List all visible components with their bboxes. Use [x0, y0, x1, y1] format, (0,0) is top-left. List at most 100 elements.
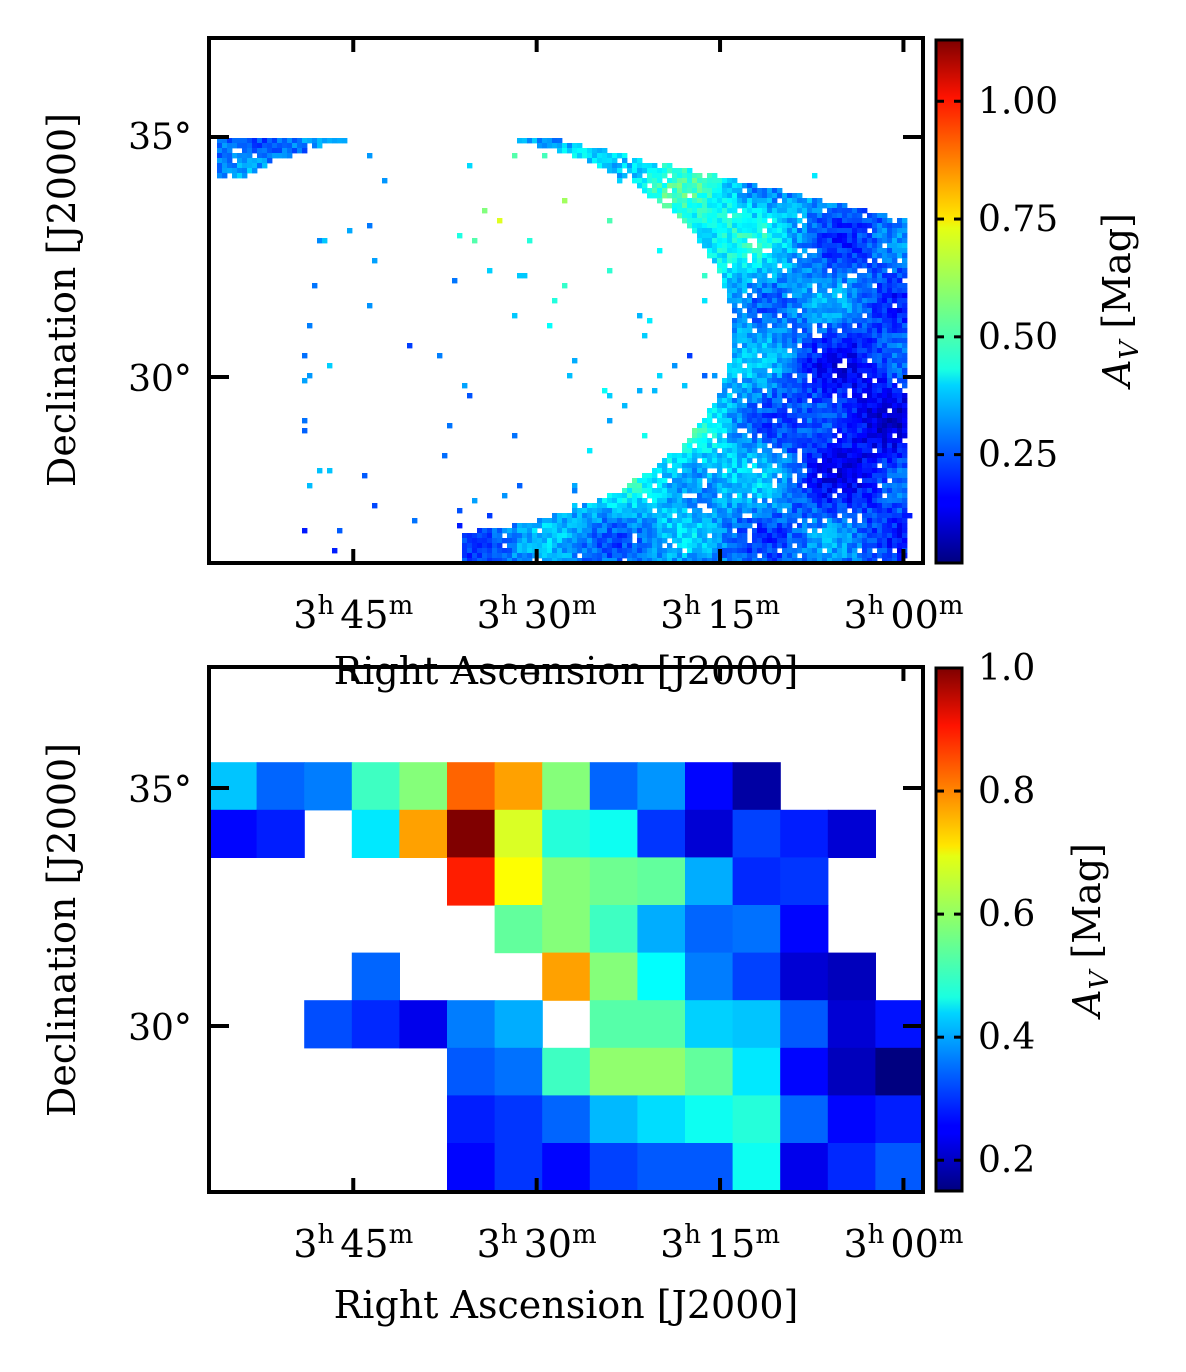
heatmap-pixel	[612, 498, 618, 504]
heatmap-pixel	[882, 233, 888, 239]
heatmap-pixel	[822, 313, 828, 319]
heatmap-pixel	[722, 428, 728, 434]
heatmap-pixel	[872, 558, 878, 564]
heatmap-pixel	[807, 533, 813, 539]
heatmap-pixel	[832, 513, 838, 519]
heatmap-pixel	[727, 393, 733, 399]
heatmap-pixel	[697, 178, 703, 184]
heatmap-pixel	[732, 208, 738, 214]
heatmap-pixel	[652, 188, 658, 194]
heatmap-pixel	[847, 308, 853, 314]
heatmap-pixel	[552, 523, 558, 529]
heatmap-pixel	[842, 288, 848, 294]
heatmap-pixel	[887, 468, 893, 474]
heatmap-pixel	[797, 543, 803, 549]
heatmap-pixel	[892, 258, 898, 264]
heatmap-pixel	[477, 553, 483, 559]
heatmap-pixel	[687, 488, 693, 494]
heatmap-pixel	[862, 513, 868, 519]
heatmap-pixel	[777, 193, 783, 199]
heatmap-pixel	[892, 283, 898, 289]
heatmap-pixel	[632, 173, 638, 179]
heatmap-pixel	[687, 553, 693, 559]
heatmap-pixel	[642, 508, 648, 514]
heatmap-pixel	[742, 333, 748, 339]
heatmap-pixel	[877, 213, 883, 219]
heatmap-pixel	[852, 463, 858, 469]
heatmap-pixel	[642, 163, 648, 169]
top-y-tick-label-35: 35°	[128, 117, 192, 158]
heatmap-pixel	[812, 498, 818, 504]
heatmap-pixel	[827, 318, 833, 324]
heatmap-pixel	[772, 488, 778, 494]
heatmap-pixel	[382, 178, 388, 184]
heatmap-pixel	[572, 553, 578, 559]
heatmap-pixel	[877, 228, 883, 234]
heatmap-pixel	[412, 518, 418, 524]
top-ticks	[209, 38, 923, 563]
heatmap-pixel	[832, 503, 838, 509]
heatmap-pixel	[897, 263, 903, 269]
heatmap-pixel	[797, 253, 803, 259]
heatmap-cell	[447, 1000, 496, 1049]
heatmap-pixel	[717, 533, 723, 539]
heatmap-pixel	[902, 528, 908, 534]
heatmap-pixel	[802, 533, 808, 539]
heatmap-pixel	[842, 528, 848, 534]
heatmap-pixel	[712, 208, 718, 214]
heatmap-cell	[732, 952, 781, 1001]
heatmap-pixel	[737, 393, 743, 399]
heatmap-pixel	[657, 168, 663, 174]
heatmap-pixel	[592, 503, 598, 509]
heatmap-pixel	[577, 538, 583, 544]
heatmap-pixel	[712, 183, 718, 189]
heatmap-pixel	[887, 558, 893, 564]
x-tick-label-2: 3h 15m	[660, 1220, 780, 1266]
heatmap-pixel	[702, 233, 708, 239]
heatmap-pixel	[897, 248, 903, 254]
heatmap-pixel	[757, 283, 763, 289]
heatmap-pixel	[637, 173, 643, 179]
heatmap-pixel	[852, 348, 858, 354]
heatmap-pixel	[847, 368, 853, 374]
heatmap-pixel	[772, 363, 778, 369]
heatmap-pixel	[792, 403, 798, 409]
heatmap-pixel	[877, 453, 883, 459]
heatmap-pixel	[892, 458, 898, 464]
heatmap-pixel	[757, 213, 763, 219]
heatmap-pixel	[802, 238, 808, 244]
heatmap-pixel	[602, 558, 608, 564]
heatmap-pixel	[867, 493, 873, 499]
heatmap-pixel	[762, 268, 768, 274]
heatmap-pixel	[692, 503, 698, 509]
heatmap-pixel	[832, 213, 838, 219]
heatmap-pixel	[552, 543, 558, 549]
heatmap-pixel	[812, 223, 818, 229]
heatmap-pixel	[727, 423, 733, 429]
heatmap-pixel	[772, 558, 778, 564]
heatmap-pixel	[667, 468, 673, 474]
heatmap-pixel	[817, 423, 823, 429]
heatmap-pixel	[632, 503, 638, 509]
heatmap-pixel	[647, 178, 653, 184]
heatmap-pixel	[792, 243, 798, 249]
heatmap-pixel	[717, 483, 723, 489]
heatmap-pixel	[692, 558, 698, 564]
heatmap-pixel	[877, 248, 883, 254]
heatmap-pixel	[752, 528, 758, 534]
heatmap-pixel	[857, 213, 863, 219]
heatmap-pixel	[797, 303, 803, 309]
heatmap-pixel	[702, 498, 708, 504]
heatmap-pixel	[807, 203, 813, 209]
heatmap-pixel	[652, 193, 658, 199]
heatmap-pixel	[792, 348, 798, 354]
heatmap-cell	[447, 857, 496, 906]
heatmap-pixel	[722, 198, 728, 204]
heatmap-pixel	[877, 328, 883, 334]
heatmap-pixel	[732, 188, 738, 194]
heatmap-pixel	[837, 378, 843, 384]
heatmap-pixel	[657, 538, 663, 544]
heatmap-pixel	[717, 458, 723, 464]
heatmap-pixel	[682, 383, 688, 389]
heatmap-pixel	[872, 298, 878, 304]
